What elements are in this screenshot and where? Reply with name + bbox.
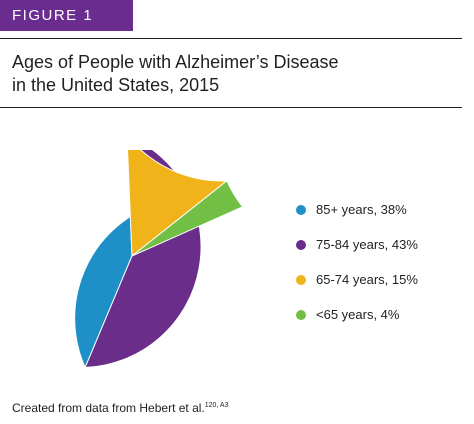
chart-title-line-1: Ages of People with Alzheimer’s Disease xyxy=(12,52,339,72)
legend-swatch xyxy=(296,310,306,320)
figure-tag-label: FIGURE 1 xyxy=(12,7,94,24)
legend-label: 85+ years, 38% xyxy=(316,202,407,217)
source-note: Created from data from Hebert et al.120,… xyxy=(12,398,229,416)
top-divider xyxy=(0,38,462,39)
legend-swatch xyxy=(296,275,306,285)
pie-slice-under-65 xyxy=(131,180,244,257)
legend-item-65-74: 65-74 years, 15% xyxy=(296,270,466,290)
legend-swatch xyxy=(296,240,306,250)
legend-swatch xyxy=(296,205,306,215)
legend-item-under-65: <65 years, 4% xyxy=(296,305,466,325)
title-divider xyxy=(0,107,462,108)
legend-label: <65 years, 4% xyxy=(316,307,400,322)
pie-chart xyxy=(74,150,244,369)
legend-label: 75-84 years, 43% xyxy=(316,237,418,252)
pie-slice-65-74 xyxy=(127,150,229,258)
figure-tag: FIGURE 1 xyxy=(0,0,133,31)
source-refs: 120, A3 xyxy=(204,402,229,409)
chart-legend: 85+ years, 38% 75-84 years, 43% 65-74 year… xyxy=(296,200,466,340)
chart-title-line-2: in the United States, 2015 xyxy=(12,75,220,95)
chart-title: Ages of People with Alzheimer’s Disease … xyxy=(12,51,462,97)
legend-item-85-plus: 85+ years, 38% xyxy=(296,200,466,220)
legend-item-75-84: 75-84 years, 43% xyxy=(296,235,466,255)
source-text: Created from data from Hebert et al. xyxy=(12,401,205,415)
legend-label: 65-74 years, 15% xyxy=(316,272,418,287)
